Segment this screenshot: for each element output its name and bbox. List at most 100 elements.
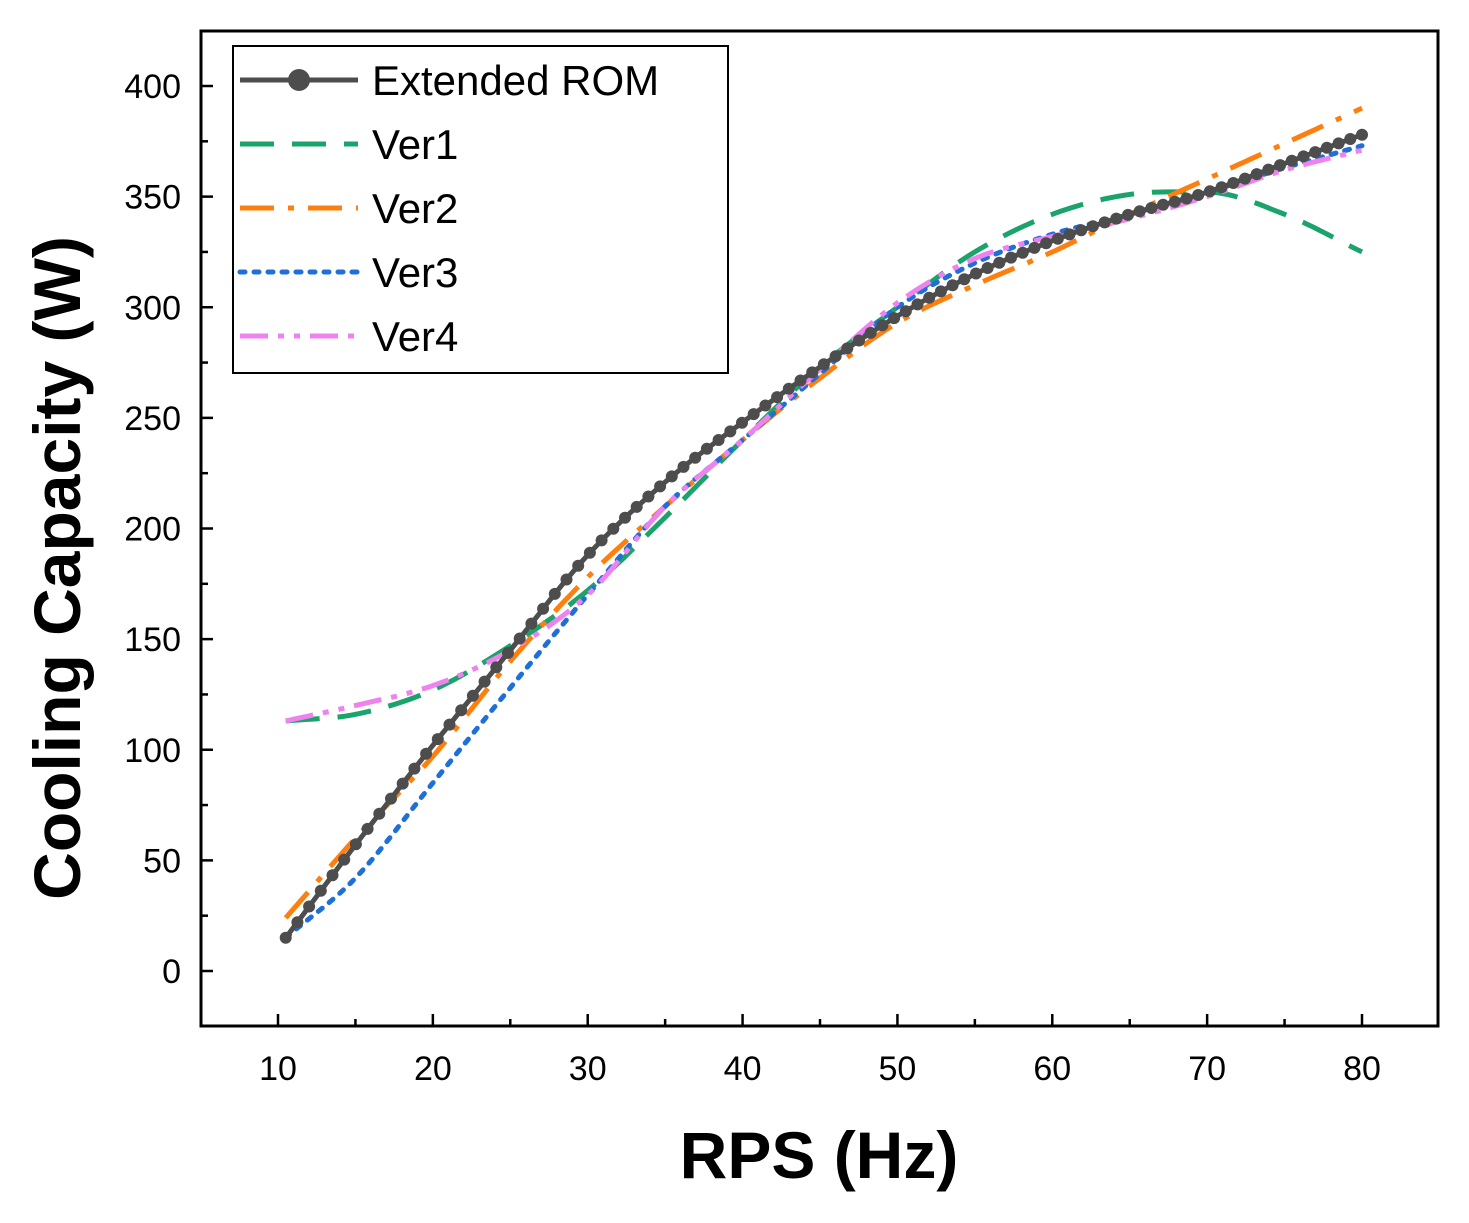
y-tick-label: 150 bbox=[124, 621, 181, 659]
data-point bbox=[841, 342, 854, 355]
legend-label: Ver1 bbox=[372, 121, 458, 168]
data-point bbox=[1320, 141, 1333, 154]
data-point bbox=[1274, 159, 1287, 172]
x-axis: 10 20 30 40 50 60 70 80 bbox=[259, 1014, 1381, 1088]
y-tick-label: 100 bbox=[124, 732, 181, 770]
data-point bbox=[1227, 177, 1240, 189]
data-point bbox=[1239, 172, 1251, 185]
data-point bbox=[560, 573, 573, 586]
data-point bbox=[1203, 185, 1216, 198]
x-tick-label: 50 bbox=[879, 1050, 917, 1088]
data-point bbox=[420, 747, 433, 760]
data-point bbox=[771, 391, 784, 404]
data-point bbox=[888, 312, 901, 325]
series-line-ver4 bbox=[285, 147, 1363, 724]
data-point bbox=[736, 416, 748, 429]
y-tick-label: 400 bbox=[124, 68, 181, 106]
legend-marker bbox=[288, 69, 310, 91]
data-point bbox=[525, 617, 538, 630]
data-point bbox=[1005, 251, 1017, 264]
legend-label: Ver2 bbox=[372, 185, 458, 232]
data-point bbox=[1285, 154, 1298, 167]
data-point bbox=[712, 434, 725, 446]
data-point bbox=[1262, 163, 1275, 176]
data-point bbox=[1250, 168, 1263, 181]
data-point bbox=[923, 291, 936, 304]
y-tick-label: 0 bbox=[162, 953, 181, 991]
x-tick-label: 10 bbox=[259, 1050, 297, 1088]
data-point bbox=[630, 500, 643, 513]
x-axis-title: RPS (Hz) bbox=[680, 1118, 959, 1192]
data-point bbox=[490, 661, 503, 674]
data-point bbox=[993, 256, 1006, 269]
data-point bbox=[1110, 212, 1123, 225]
data-point bbox=[946, 279, 959, 292]
data-point bbox=[806, 366, 819, 379]
y-tick-label: 300 bbox=[124, 289, 181, 327]
data-point bbox=[1086, 220, 1099, 233]
data-point bbox=[794, 374, 807, 387]
data-point bbox=[853, 334, 865, 347]
data-point bbox=[829, 350, 842, 363]
data-point bbox=[934, 285, 947, 298]
data-point bbox=[1344, 133, 1357, 145]
data-point bbox=[408, 762, 421, 775]
data-point bbox=[911, 298, 924, 311]
data-point bbox=[1098, 216, 1111, 229]
data-point bbox=[642, 490, 655, 503]
data-point bbox=[1145, 202, 1158, 214]
data-point bbox=[385, 792, 397, 805]
data-point bbox=[537, 602, 550, 615]
y-tick-label: 250 bbox=[124, 400, 181, 438]
data-point bbox=[478, 675, 491, 688]
data-point bbox=[1309, 146, 1322, 159]
x-tick-label: 20 bbox=[414, 1050, 452, 1088]
data-point bbox=[700, 442, 713, 455]
data-point bbox=[1192, 189, 1205, 201]
data-point bbox=[876, 319, 889, 332]
legend-label: Ver4 bbox=[372, 313, 458, 360]
legend: Extended ROM Ver1 Ver2 Ver3 Ver4 bbox=[232, 45, 729, 374]
data-point bbox=[1028, 241, 1041, 254]
data-point bbox=[279, 931, 292, 944]
data-point bbox=[1133, 205, 1146, 218]
data-point bbox=[724, 425, 737, 438]
data-point bbox=[1051, 232, 1064, 245]
data-point bbox=[970, 267, 982, 280]
data-point bbox=[572, 559, 585, 572]
data-point bbox=[1063, 228, 1076, 241]
data-point bbox=[326, 869, 339, 882]
y-axis-title: Cooling Capacity (W) bbox=[20, 236, 94, 900]
data-point bbox=[502, 647, 514, 659]
data-point bbox=[373, 807, 386, 820]
data-point bbox=[1297, 150, 1310, 163]
x-tick-label: 30 bbox=[569, 1050, 607, 1088]
data-point bbox=[548, 587, 561, 600]
data-point bbox=[583, 546, 596, 559]
data-point bbox=[361, 822, 374, 835]
data-point bbox=[899, 305, 912, 318]
data-point bbox=[1075, 224, 1088, 237]
data-point bbox=[338, 853, 351, 866]
data-point bbox=[396, 777, 409, 790]
legend-label: Extended ROM bbox=[372, 57, 659, 104]
data-point bbox=[1016, 246, 1029, 259]
x-tick-label: 70 bbox=[1188, 1050, 1226, 1088]
data-point bbox=[958, 273, 971, 286]
data-point bbox=[595, 534, 608, 547]
data-point bbox=[466, 689, 479, 702]
y-tick-label: 200 bbox=[124, 511, 181, 549]
data-point bbox=[291, 916, 304, 929]
x-tick-label: 60 bbox=[1033, 1050, 1071, 1088]
data-point bbox=[981, 262, 994, 274]
data-point bbox=[349, 838, 362, 851]
data-point bbox=[1180, 192, 1193, 205]
data-point bbox=[864, 326, 877, 339]
data-point bbox=[303, 900, 316, 913]
data-point bbox=[1356, 128, 1368, 141]
series-layer bbox=[279, 105, 1368, 944]
data-point bbox=[782, 382, 795, 395]
data-point bbox=[513, 632, 526, 645]
data-point bbox=[1168, 195, 1181, 208]
